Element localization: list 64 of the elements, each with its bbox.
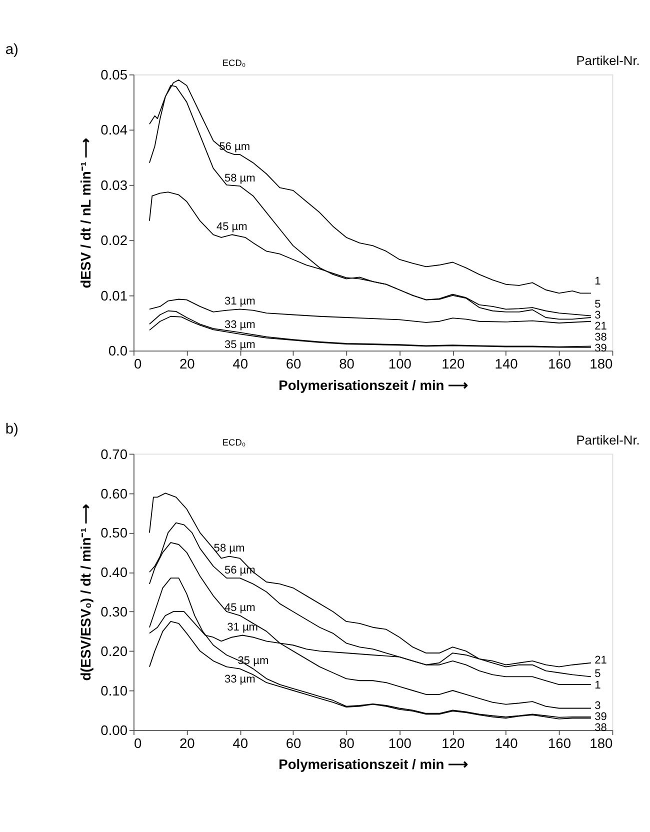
y-tick-label: 0.02 xyxy=(100,232,128,248)
y-axis-title: dESV / dt / nL min⁻¹ ⟶ xyxy=(78,138,94,288)
annotation: 45 µm xyxy=(216,221,248,234)
text: ECD₀ xyxy=(222,437,246,448)
x-tick-label: 60 xyxy=(286,356,302,372)
text: b) xyxy=(5,422,18,438)
x-tick-label: 60 xyxy=(286,734,302,751)
x-tick-label: 160 xyxy=(548,356,572,372)
text: Partikel-Nr. xyxy=(576,53,640,68)
annotation: 45 µm xyxy=(224,602,256,614)
y-tick-label: 0.00 xyxy=(100,722,128,738)
y-tick-label: 0.40 xyxy=(100,564,128,580)
text: a) xyxy=(5,42,18,58)
x-tick-label: 120 xyxy=(442,734,465,751)
x-axis-title: Polymerisationszeit / min ⟶ xyxy=(278,756,468,772)
x-tick-label: 40 xyxy=(232,734,248,751)
x-tick-label: 140 xyxy=(494,734,518,751)
series-label: 39 xyxy=(594,710,607,723)
x-tick-label: 0 xyxy=(134,356,142,372)
x-tick-label: 100 xyxy=(388,356,412,372)
x-tick-label: 160 xyxy=(548,734,572,751)
annotation: 58 µm xyxy=(224,172,256,184)
series-label: 3 xyxy=(594,309,601,322)
annotation: 33 µm xyxy=(224,318,256,331)
x-tick-label: 40 xyxy=(232,356,248,372)
y-tick-label: 0.70 xyxy=(100,446,128,462)
annotation: 56 µm xyxy=(219,140,250,153)
y-tick-label: 0.50 xyxy=(100,524,128,541)
series-label: 5 xyxy=(594,298,601,310)
annotation: 31 µm xyxy=(227,622,258,634)
series-label: 21 xyxy=(594,320,607,332)
y-tick-label: 0.20 xyxy=(100,643,128,660)
y-tick-label: 0.04 xyxy=(100,122,128,138)
x-tick-label: 180 xyxy=(590,356,614,372)
x-tick-label: 140 xyxy=(494,356,518,372)
y-tick-label: 0.05 xyxy=(100,66,128,82)
annotation: 35 µm xyxy=(224,338,256,351)
x-tick-label: 100 xyxy=(388,734,412,751)
x-axis-title: Polymerisationszeit / min ⟶ xyxy=(278,376,468,393)
annotation: 58 µm xyxy=(214,542,245,555)
series-label: 1 xyxy=(594,679,601,692)
x-tick-label: 120 xyxy=(442,356,465,372)
series-label: 38 xyxy=(594,332,607,344)
series-label: 5 xyxy=(594,668,601,680)
x-tick-label: 20 xyxy=(179,356,196,372)
text: Partikel-Nr. xyxy=(576,432,640,448)
x-tick-label: 0 xyxy=(134,734,142,751)
y-tick-label: 0.10 xyxy=(100,682,128,699)
x-tick-label: 80 xyxy=(339,356,355,372)
y-tick-label: 0.60 xyxy=(100,485,128,502)
y-axis-title: d(ESV/ESV₀) / dt / min⁻¹ ⟶ xyxy=(78,504,94,681)
y-tick-label: 0.03 xyxy=(100,176,128,193)
annotation: 33 µm xyxy=(224,674,256,686)
y-tick-label: 0.01 xyxy=(100,287,128,304)
series-label: 3 xyxy=(594,700,601,712)
y-tick-label: 0.0 xyxy=(108,342,128,359)
x-tick-label: 80 xyxy=(339,734,355,751)
series-label: 21 xyxy=(594,654,607,666)
text: ECD₀ xyxy=(222,58,246,68)
series-label: 1 xyxy=(594,276,601,288)
y-tick-label: 0.30 xyxy=(100,604,128,620)
x-tick-label: 20 xyxy=(179,734,196,751)
x-tick-label: 180 xyxy=(590,734,614,751)
annotation: 31 µm xyxy=(224,296,256,308)
